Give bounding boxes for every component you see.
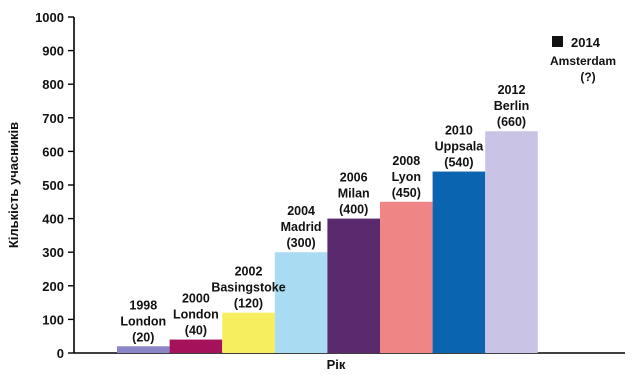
- y-tick-label: 700: [42, 111, 64, 126]
- bars: [117, 131, 538, 353]
- bar: [274, 252, 328, 353]
- y-axis-title: Кількість учасників: [6, 122, 21, 248]
- bar-labels: 1998 London (20) 2000 London (40) 2002 Basingst…: [120, 83, 529, 344]
- bar: [380, 201, 433, 353]
- bar: [117, 346, 170, 353]
- bar-year-label: 2012: [498, 83, 526, 97]
- legend-city: Amsterdam: [550, 54, 616, 68]
- legend-year: 2014: [571, 35, 601, 50]
- bar-value-label: (300): [287, 236, 316, 250]
- bar-year-label: 2010: [445, 124, 473, 138]
- bar-city-label: Lyon: [392, 170, 421, 184]
- bar: [169, 339, 223, 353]
- y-tick-label: 100: [42, 312, 64, 327]
- legend: 2014 Amsterdam (?): [550, 35, 616, 84]
- bar-city-label: Madrid: [281, 220, 322, 234]
- bar-city-label: Basingstoke: [211, 281, 285, 295]
- y-tick-label: 500: [42, 178, 64, 193]
- bar-value-label: (400): [339, 203, 368, 217]
- bar-city-label: London: [120, 314, 166, 328]
- bar: [432, 171, 486, 353]
- y-tick-label: 300: [42, 245, 64, 260]
- bar: [222, 312, 275, 353]
- bar-value-label: (540): [444, 156, 473, 170]
- y-tick-label: 400: [42, 212, 64, 227]
- bar-year-label: 2002: [235, 265, 263, 279]
- y-tick-label: 200: [42, 279, 64, 294]
- y-tick-label: 800: [42, 77, 64, 92]
- bar-value-label: (40): [185, 324, 207, 338]
- y-ticks: 0 100 200 300 400 500 600 700 800 900 1000: [35, 10, 74, 361]
- y-tick-label: 900: [42, 44, 64, 59]
- bar-value-label: (450): [392, 186, 421, 200]
- bar-year-label: 2000: [182, 292, 210, 306]
- bar-value-label: (120): [234, 297, 263, 311]
- bar: [327, 218, 380, 353]
- bar-city-label: London: [173, 308, 219, 322]
- legend-marker: [552, 36, 563, 47]
- x-axis-title: Рік: [327, 357, 346, 370]
- bar-year-label: 1998: [129, 298, 157, 312]
- y-tick-label: 0: [57, 346, 64, 361]
- bar-city-label: Milan: [338, 187, 370, 201]
- bar-year-label: 2008: [392, 154, 420, 168]
- y-tick-label: 600: [42, 144, 64, 159]
- bar-value-label: (20): [132, 330, 154, 344]
- bar: [485, 131, 538, 353]
- bar-city-label: Uppsala: [435, 140, 485, 154]
- bar-value-label: (660): [497, 115, 526, 129]
- bar-year-label: 2004: [287, 204, 315, 218]
- legend-value-label: (?): [580, 70, 595, 84]
- bar-city-label: Berlin: [494, 99, 529, 113]
- bar-year-label: 2006: [340, 171, 368, 185]
- y-tick-label: 1000: [35, 10, 64, 25]
